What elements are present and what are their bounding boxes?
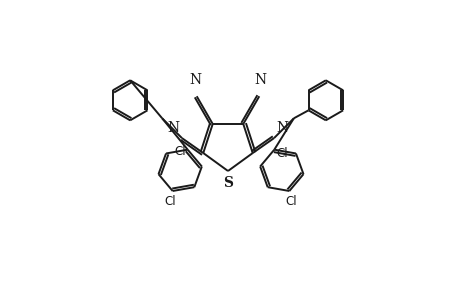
- Text: N: N: [168, 121, 179, 135]
- Text: Cl: Cl: [276, 147, 287, 160]
- Text: S: S: [223, 176, 233, 190]
- Text: Cl: Cl: [174, 145, 185, 158]
- Text: Cl: Cl: [164, 195, 176, 208]
- Text: Cl: Cl: [285, 195, 297, 208]
- Text: N: N: [189, 73, 201, 87]
- Text: N: N: [254, 73, 266, 87]
- Text: N: N: [275, 121, 287, 135]
